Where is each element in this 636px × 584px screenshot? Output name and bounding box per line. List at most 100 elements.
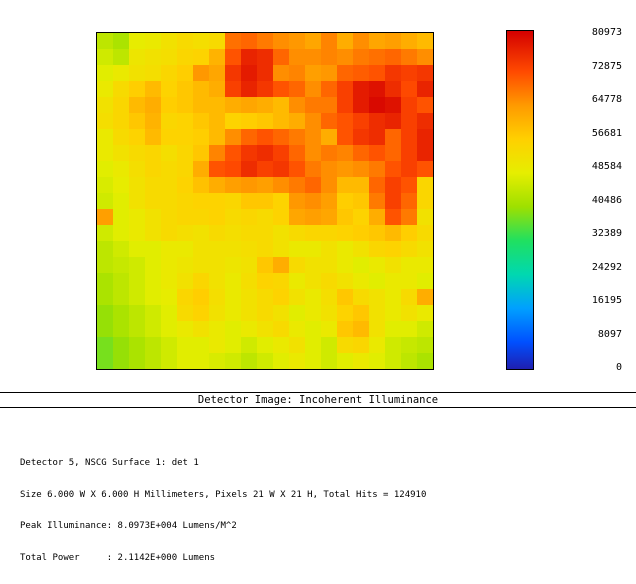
colorbar-tick-label: 80973: [591, 27, 622, 38]
heatmap-cell: [113, 225, 129, 241]
heatmap-cell: [257, 129, 273, 145]
heatmap-cell: [353, 305, 369, 321]
heatmap-cell: [161, 225, 177, 241]
heatmap-cell: [97, 113, 113, 129]
heatmap-cell: [129, 337, 145, 353]
heatmap-cell: [417, 241, 433, 257]
heatmap-cell: [145, 273, 161, 289]
heatmap-cell: [353, 337, 369, 353]
heatmap-cell: [321, 113, 337, 129]
heatmap-cell: [321, 225, 337, 241]
heatmap-cell: [257, 225, 273, 241]
heatmap-cell: [273, 209, 289, 225]
heatmap-cell: [257, 353, 273, 369]
heatmap-cell: [305, 289, 321, 305]
heatmap-cell: [225, 97, 241, 113]
heatmap-cell: [145, 177, 161, 193]
heatmap-cell: [337, 81, 353, 97]
heatmap-cell: [273, 65, 289, 81]
heatmap: [96, 32, 434, 370]
heatmap-cell: [321, 305, 337, 321]
heatmap-cell: [225, 113, 241, 129]
heatmap-cell: [145, 129, 161, 145]
heatmap-cell: [113, 305, 129, 321]
heatmap-cell: [193, 161, 209, 177]
heatmap-cell: [337, 65, 353, 81]
heatmap-cell: [353, 209, 369, 225]
heatmap-cell: [129, 97, 145, 113]
detector-info: Detector 5, NSCG Surface 1: det 1 Size 6…: [20, 437, 630, 584]
heatmap-cell: [417, 321, 433, 337]
heatmap-cell: [289, 81, 305, 97]
info-line-detector: Detector 5, NSCG Surface 1: det 1: [20, 458, 199, 468]
heatmap-cell: [257, 33, 273, 49]
heatmap-cell: [161, 65, 177, 81]
detector-viewer: 80973 72875 64778 56681 48584 40486 32389 24292…: [0, 27, 636, 563]
heatmap-cell: [225, 193, 241, 209]
heatmap-cell: [129, 273, 145, 289]
heatmap-cell: [417, 353, 433, 369]
heatmap-cell: [417, 113, 433, 129]
heatmap-cell: [145, 289, 161, 305]
heatmap-cell: [193, 353, 209, 369]
heatmap-cell: [145, 65, 161, 81]
heatmap-cell: [353, 177, 369, 193]
heatmap-cell: [241, 305, 257, 321]
heatmap-cell: [353, 257, 369, 273]
heatmap-cell: [129, 305, 145, 321]
heatmap-cell: [225, 161, 241, 177]
heatmap-cell: [225, 209, 241, 225]
heatmap-cell: [209, 289, 225, 305]
heatmap-cell: [113, 49, 129, 65]
heatmap-cell: [321, 49, 337, 65]
heatmap-cell: [337, 145, 353, 161]
heatmap-cell: [385, 273, 401, 289]
heatmap-cell: [321, 193, 337, 209]
heatmap-cell: [129, 241, 145, 257]
heatmap-cell: [353, 273, 369, 289]
heatmap-cell: [305, 177, 321, 193]
heatmap-cell: [305, 65, 321, 81]
heatmap-cell: [369, 257, 385, 273]
heatmap-cell: [401, 273, 417, 289]
heatmap-cell: [385, 65, 401, 81]
heatmap-cell: [177, 161, 193, 177]
heatmap-cell: [193, 225, 209, 241]
heatmap-cell: [177, 337, 193, 353]
heatmap-cell: [241, 129, 257, 145]
heatmap-cell: [321, 257, 337, 273]
heatmap-cell: [417, 129, 433, 145]
heatmap-cell: [209, 161, 225, 177]
heatmap-cell: [145, 97, 161, 113]
heatmap-cell: [97, 161, 113, 177]
heatmap-cell: [401, 209, 417, 225]
heatmap-cell: [273, 353, 289, 369]
heatmap-cell: [97, 65, 113, 81]
heatmap-cell: [337, 177, 353, 193]
heatmap-cell: [193, 129, 209, 145]
heatmap-cell: [241, 97, 257, 113]
heatmap-cell: [401, 321, 417, 337]
heatmap-cell: [353, 193, 369, 209]
heatmap-cell: [353, 49, 369, 65]
heatmap-cell: [369, 305, 385, 321]
heatmap-cell: [289, 113, 305, 129]
heatmap-cell: [353, 161, 369, 177]
heatmap-cell: [129, 225, 145, 241]
heatmap-cell: [321, 177, 337, 193]
heatmap-cell: [193, 337, 209, 353]
heatmap-cell: [417, 257, 433, 273]
heatmap-cell: [97, 337, 113, 353]
heatmap-cell: [289, 145, 305, 161]
heatmap-cell: [369, 177, 385, 193]
colorbar-tick-label: 56681: [591, 127, 622, 139]
heatmap-cell: [177, 225, 193, 241]
heatmap-cell: [225, 305, 241, 321]
heatmap-cell: [129, 257, 145, 273]
heatmap-cell: [273, 305, 289, 321]
heatmap-cell: [129, 289, 145, 305]
heatmap-cell: [353, 321, 369, 337]
heatmap-cell: [337, 97, 353, 113]
heatmap-cell: [177, 65, 193, 81]
heatmap-cell: [401, 65, 417, 81]
